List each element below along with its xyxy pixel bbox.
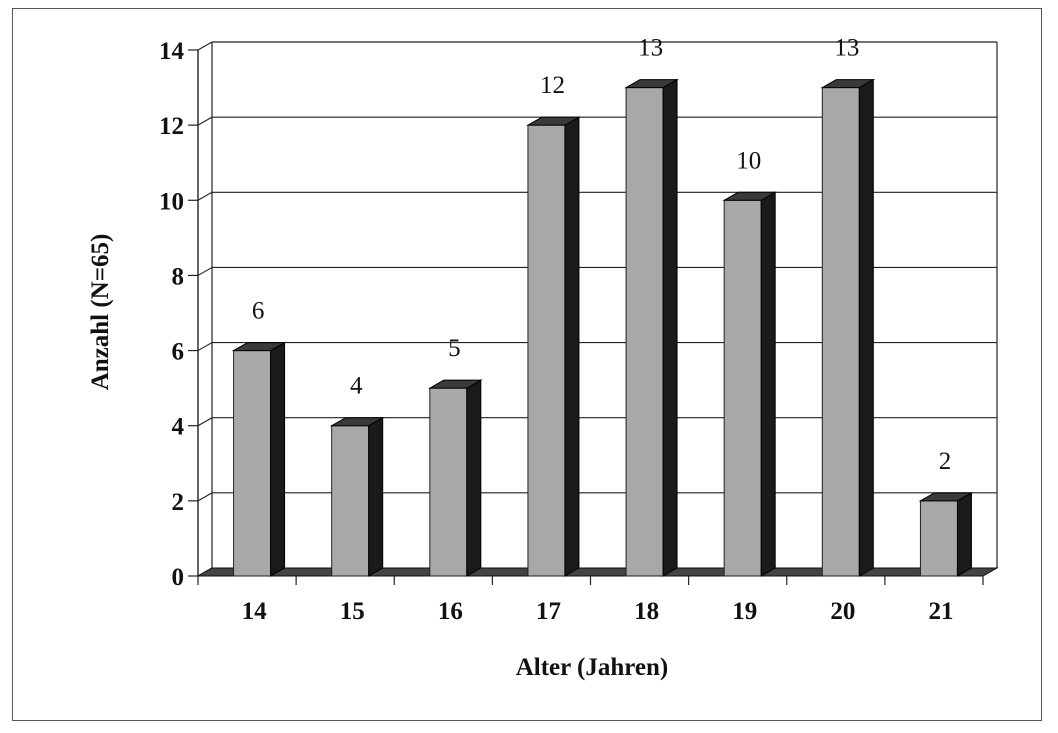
data-label: 13 xyxy=(638,35,663,62)
x-tick-label: 21 xyxy=(928,598,953,625)
data-label: 12 xyxy=(540,72,565,99)
x-tick-label: 20 xyxy=(830,598,855,625)
bar xyxy=(722,191,778,577)
y-tick-connector xyxy=(197,492,213,502)
x-tick-label: 16 xyxy=(438,598,463,625)
bar-side xyxy=(270,341,286,577)
bar-side xyxy=(466,379,482,577)
y-tick-labels: 0 2 4 6 8 10 12 14 xyxy=(159,38,185,591)
x-tick-label: 14 xyxy=(242,598,268,625)
x-tick-label: 18 xyxy=(634,598,659,625)
bar-front xyxy=(723,199,762,577)
x-axis-title: Alter (Jahren) xyxy=(516,654,669,681)
bar-top xyxy=(526,116,581,126)
bar-side xyxy=(858,78,874,577)
bar xyxy=(231,341,287,577)
y-tick-connector xyxy=(197,417,213,427)
bar-side xyxy=(956,491,972,577)
data-label: 6 xyxy=(252,298,265,325)
y-tick-label: 0 xyxy=(172,564,185,591)
bar-front xyxy=(331,425,370,577)
y-tick-label: 10 xyxy=(159,188,184,215)
data-labels: 6 4 5 12 13 10 13 2 xyxy=(252,35,951,475)
y-tick-label: 14 xyxy=(159,38,185,65)
data-label: 10 xyxy=(736,147,761,174)
bar-top xyxy=(722,191,778,201)
y-tick-label: 2 xyxy=(172,489,185,516)
bar xyxy=(820,78,876,577)
bars xyxy=(231,78,974,577)
y-tick-label: 8 xyxy=(172,263,185,290)
data-label: 4 xyxy=(350,373,363,400)
bar-front xyxy=(527,124,566,577)
x-tick-label: 19 xyxy=(732,598,757,625)
y-tick-label: 12 xyxy=(159,113,184,140)
bar xyxy=(526,116,581,577)
bar-side xyxy=(760,191,776,577)
bar-front xyxy=(625,87,664,577)
bar-top xyxy=(820,79,876,89)
bar-side xyxy=(368,416,384,577)
bar-top xyxy=(918,492,974,502)
x-tick-label: 15 xyxy=(340,598,365,625)
data-label: 5 xyxy=(448,335,461,362)
bar xyxy=(918,491,974,577)
bar-front xyxy=(233,350,272,577)
bar-side xyxy=(564,116,580,577)
y-axis-title: Anzahl (N=65) xyxy=(87,234,114,391)
bar-top xyxy=(231,342,287,352)
y-tick-connector xyxy=(197,191,213,201)
bar-side xyxy=(662,78,678,577)
bar-top xyxy=(427,379,483,389)
data-label: 2 xyxy=(939,448,952,475)
bar xyxy=(427,379,483,577)
y-tick-label: 6 xyxy=(172,339,185,366)
bar xyxy=(329,416,385,577)
bar-front xyxy=(429,387,468,577)
data-label: 13 xyxy=(834,35,859,62)
bar xyxy=(624,78,679,577)
x-tick-labels: 14 15 16 17 18 19 20 21 xyxy=(242,598,954,625)
chart-floor xyxy=(196,567,999,577)
y-tick-connector xyxy=(197,266,213,276)
floor-plane xyxy=(196,567,999,577)
bar-top xyxy=(329,417,385,427)
x-tick-label: 17 xyxy=(536,598,561,625)
y-tick-label: 4 xyxy=(172,414,185,441)
gridlines xyxy=(188,41,998,585)
y-tick-connector xyxy=(197,116,213,126)
y-tick-connector xyxy=(197,41,213,51)
bar-front xyxy=(821,87,860,577)
y-tick-connector xyxy=(197,342,213,352)
bar-front xyxy=(919,500,958,577)
bar-top xyxy=(624,79,679,89)
